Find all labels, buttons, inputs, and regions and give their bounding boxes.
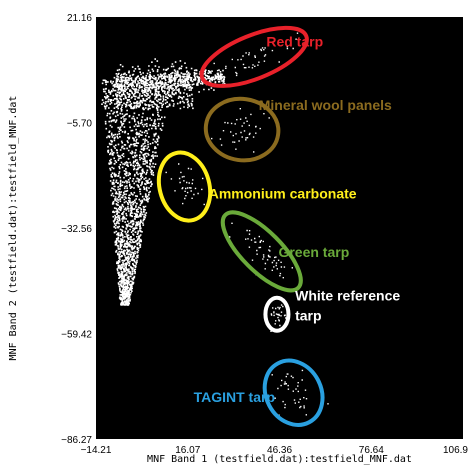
annotation-label-5: TAGINT tarp (194, 389, 275, 405)
annotation-label-1: Mineral wool panels (259, 97, 392, 113)
y-tick-label: 21.16 (67, 13, 92, 24)
annotation-label-0: Red tarp (266, 33, 323, 49)
annotation-ellipse-3 (220, 210, 303, 293)
annotation-ellipse-5 (262, 358, 325, 427)
annotation-ellipses (156, 25, 325, 427)
annotation-label-4: White reference tarp (295, 287, 400, 323)
x-tick-label: 16.07 (175, 445, 200, 456)
y-tick-label: −5.70 (67, 119, 93, 130)
y-axis-label: MNF Band 2 (testfield.dat):testfield_MNF… (8, 96, 19, 361)
cluster-points-5 (271, 369, 329, 416)
cluster-points-4 (270, 304, 287, 332)
y-tick-label: −32.56 (61, 224, 92, 235)
annotation-ellipse-0 (199, 25, 309, 88)
x-tick-label: 106.9 (443, 445, 468, 456)
x-tick-label: 46.36 (267, 445, 292, 456)
tick-labels: 21.16 −5.70 −32.56 −59.42 −86.27−14.21 16.07 4… (61, 13, 468, 456)
x-tick-label: −14.21 (81, 445, 112, 456)
x-axis-label: MNF Band 1 (testfield.dat):testfield_MNF… (147, 454, 412, 465)
points-layer (101, 32, 329, 416)
annotation-labels: Red tarp Mineral wool panels Ammonium carb… (194, 33, 401, 404)
y-tick-label: −86.27 (61, 435, 92, 446)
annotation-ellipse-4 (263, 295, 291, 333)
annotation-label-2: Ammonium carbonate (209, 185, 357, 201)
annotation-ellipse-2 (156, 150, 213, 223)
x-tick-label: 76.64 (359, 445, 384, 456)
y-tick-label: −59.42 (61, 330, 92, 341)
annotation-ellipse-1 (203, 96, 281, 163)
annotation-label-3: Green tarp (278, 244, 349, 260)
